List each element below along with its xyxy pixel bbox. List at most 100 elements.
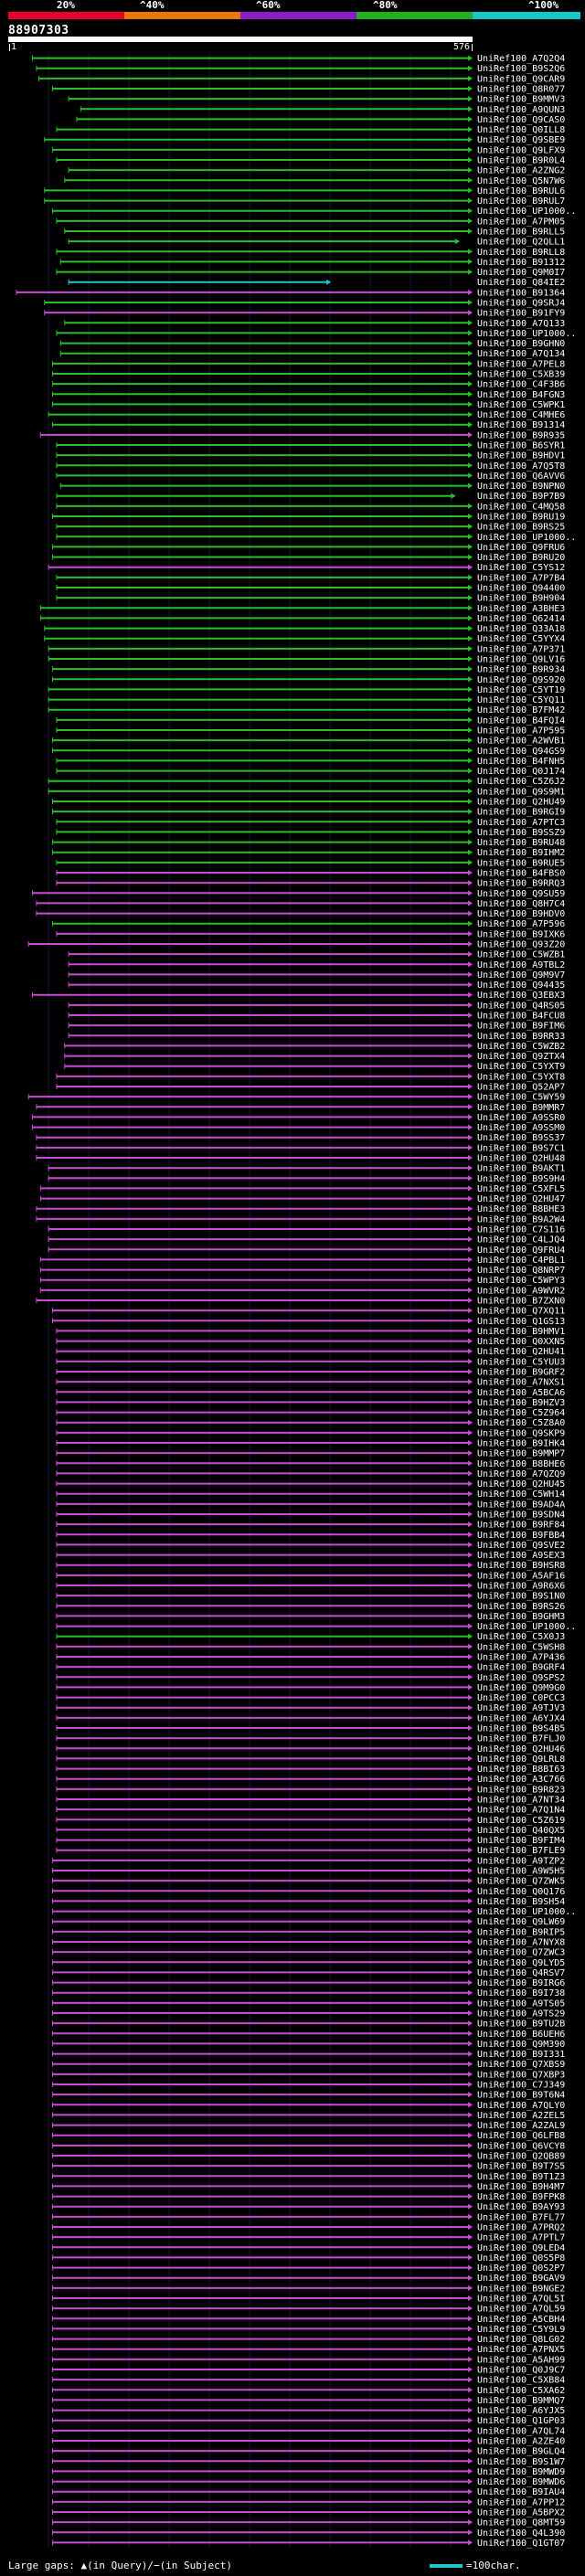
hit-label[interactable]: UniRef100_C5WZB1 <box>477 950 565 960</box>
hit-label[interactable]: UniRef100_B9HZV3 <box>477 1398 565 1408</box>
hit-label[interactable]: UniRef100_Q94GS9 <box>477 747 565 757</box>
hit-label[interactable]: UniRef100_C4MHE6 <box>477 410 565 420</box>
hit-label[interactable]: UniRef100_A5AH99 <box>477 2355 565 2365</box>
hit-label[interactable]: UniRef100_A6YJX4 <box>477 1713 565 1723</box>
hit-label[interactable]: UniRef100_A6YJX5 <box>477 2406 565 2416</box>
hit-label[interactable]: UniRef100_Q2HU41 <box>477 1347 565 1357</box>
hit-label[interactable]: UniRef100_B91364 <box>477 288 565 298</box>
hit-label[interactable]: UniRef100_Q9SKP9 <box>477 1428 565 1438</box>
hit-label[interactable]: UniRef100_Q8LG02 <box>477 2335 565 2345</box>
hit-label[interactable]: UniRef100_B9GHN0 <box>477 339 565 349</box>
hit-label[interactable]: UniRef100_A7PTL7 <box>477 2233 565 2243</box>
hit-label[interactable]: UniRef100_B9HDV1 <box>477 451 565 461</box>
hit-label[interactable]: UniRef100_A7QLY0 <box>477 2101 565 2111</box>
hit-label[interactable]: UniRef100_B9I331 <box>477 2050 565 2060</box>
hit-label[interactable]: UniRef100_B9S4B5 <box>477 1724 565 1734</box>
hit-label[interactable]: UniRef100_Q9FRU4 <box>477 1246 565 1256</box>
hit-label[interactable]: UniRef100_B9MMR7 <box>477 1103 565 1113</box>
hit-label[interactable]: UniRef100_A7Q134 <box>477 349 565 359</box>
hit-label[interactable]: UniRef100_Q9LV16 <box>477 655 565 665</box>
hit-label[interactable]: UniRef100_A7P595 <box>477 726 565 737</box>
hit-label[interactable]: UniRef100_A9R6X6 <box>477 1582 565 1592</box>
hit-label[interactable]: UniRef100_A7PNX5 <box>477 2345 565 2355</box>
hit-label[interactable]: UniRef100_B9FIM4 <box>477 1836 565 1846</box>
hit-label[interactable]: UniRef100_Q9SBE9 <box>477 135 565 145</box>
hit-label[interactable]: UniRef100_Q1GP03 <box>477 2416 565 2426</box>
hit-label[interactable]: UniRef100_A2ZE40 <box>477 2437 565 2447</box>
hit-label[interactable]: UniRef100_B4FQI4 <box>477 716 565 726</box>
hit-label[interactable]: UniRef100_A5CBH4 <box>477 2315 565 2325</box>
hit-label[interactable]: UniRef100_A7Q2Q4 <box>477 54 565 64</box>
hit-label[interactable]: UniRef100_A7P596 <box>477 919 565 929</box>
hit-label[interactable]: UniRef100_Q2HU45 <box>477 1479 565 1489</box>
hit-label[interactable]: UniRef100_C5Z619 <box>477 1816 565 1826</box>
hit-label[interactable]: UniRef100_A9TS05 <box>477 1998 565 2009</box>
hit-label[interactable]: UniRef100_Q0XXN5 <box>477 1337 565 1347</box>
hit-label[interactable]: UniRef100_Q93Z20 <box>477 940 565 950</box>
hit-label[interactable]: UniRef100_B9FBB4 <box>477 1531 565 1541</box>
hit-label[interactable]: UniRef100_Q9S920 <box>477 675 565 685</box>
hit-label[interactable]: UniRef100_Q7XQ11 <box>477 1307 565 1317</box>
hit-label[interactable]: UniRef100_C7S116 <box>477 1225 565 1235</box>
hit-label[interactable]: UniRef100_A2ZNG2 <box>477 166 565 176</box>
hit-label[interactable]: UniRef100_Q33A18 <box>477 624 565 634</box>
hit-label[interactable]: UniRef100_A9TZP2 <box>477 1856 565 1866</box>
hit-label[interactable]: UniRef100_Q0Q176 <box>477 1887 565 1897</box>
hit-label[interactable]: UniRef100_Q2HU46 <box>477 1744 565 1754</box>
hit-label[interactable]: UniRef100_B9NGE2 <box>477 2284 565 2294</box>
hit-label[interactable]: UniRef100_A5AF16 <box>477 1571 565 1581</box>
hit-label[interactable]: UniRef100_C5WPK1 <box>477 400 565 410</box>
hit-label[interactable]: UniRef100_Q4RSV7 <box>477 1968 565 1978</box>
hit-label[interactable]: UniRef100_B9GRF4 <box>477 1663 565 1673</box>
hit-label[interactable]: UniRef100_Q94435 <box>477 981 565 991</box>
hit-label[interactable]: UniRef100_A9TJV3 <box>477 1703 565 1713</box>
hit-label[interactable]: UniRef100_B9RLL8 <box>477 248 565 258</box>
hit-label[interactable]: UniRef100_C5WSH8 <box>477 1642 565 1652</box>
hit-label[interactable]: UniRef100_B9GHM3 <box>477 1612 565 1622</box>
hit-label[interactable]: UniRef100_Q6VCY8 <box>477 2141 565 2151</box>
hit-label[interactable]: UniRef100_A7P371 <box>477 644 565 654</box>
hit-label[interactable]: UniRef100_B9RUE5 <box>477 858 565 868</box>
hit-label[interactable]: UniRef100_A3BHE3 <box>477 604 565 614</box>
hit-label[interactable]: UniRef100_B4FCU8 <box>477 1012 565 1022</box>
hit-label[interactable]: UniRef100_B9MMQ7 <box>477 2396 565 2406</box>
hit-label[interactable]: UniRef100_B9RF84 <box>477 1521 565 1531</box>
hit-label[interactable]: UniRef100_B9RR33 <box>477 1032 565 1042</box>
hit-label[interactable]: UniRef100_Q6LFB8 <box>477 2131 565 2141</box>
hit-label[interactable]: UniRef100_B9RU48 <box>477 838 565 848</box>
hit-label[interactable]: UniRef100_C5WY59 <box>477 1093 565 1103</box>
hit-label[interactable]: UniRef100_Q9M9V7 <box>477 970 565 981</box>
hit-label[interactable]: UniRef100_Q9LRL8 <box>477 1754 565 1765</box>
hit-label[interactable]: UniRef100_C5YQ11 <box>477 695 565 705</box>
hit-label[interactable]: UniRef100_B9R0L4 <box>477 156 565 166</box>
hit-label[interactable]: UniRef100_A9WVR2 <box>477 1286 565 1296</box>
hit-label[interactable]: UniRef100_B9RGI9 <box>477 808 565 818</box>
hit-label[interactable]: UniRef100_A7QL5I <box>477 2295 565 2305</box>
hit-label[interactable]: UniRef100_B9GAV9 <box>477 2274 565 2284</box>
hit-label[interactable]: UniRef100_C4LJQ4 <box>477 1235 565 1246</box>
hit-label[interactable]: UniRef100_Q6AVV6 <box>477 472 565 482</box>
hit-label[interactable]: UniRef100_B9TU2B <box>477 2019 565 2030</box>
hit-label[interactable]: UniRef100_Q0J174 <box>477 767 565 777</box>
hit-label[interactable]: UniRef100_Q7XBS9 <box>477 2060 565 2070</box>
hit-label[interactable]: UniRef100_B91312 <box>477 258 565 268</box>
hit-label[interactable]: UniRef100_Q9M390 <box>477 2040 565 2050</box>
hit-label[interactable]: UniRef100_Q7XBP3 <box>477 2070 565 2080</box>
hit-label[interactable]: UniRef100_B9MMP7 <box>477 1449 565 1459</box>
hit-label[interactable]: UniRef100_A7Q5T8 <box>477 461 565 472</box>
hit-label[interactable]: UniRef100_B9P7B9 <box>477 492 565 502</box>
hit-label[interactable]: UniRef100_A7QL74 <box>477 2426 565 2436</box>
hit-label[interactable]: UniRef100_B9MWD9 <box>477 2467 565 2477</box>
hit-label[interactable]: UniRef100_C5YXT9 <box>477 1062 565 1072</box>
hit-label[interactable]: UniRef100_Q3EBX3 <box>477 991 565 1001</box>
hit-label[interactable]: UniRef100_Q40QX5 <box>477 1826 565 1836</box>
hit-label[interactable]: UniRef100_A5BCA6 <box>477 1388 565 1398</box>
hit-label[interactable]: UniRef100_B8BHE6 <box>477 1459 565 1469</box>
hit-label[interactable]: UniRef100_A9SSM0 <box>477 1123 565 1133</box>
hit-label[interactable]: UniRef100_C5XA62 <box>477 2386 565 2396</box>
hit-label[interactable]: UniRef100_Q2QLL1 <box>477 238 565 248</box>
hit-label[interactable]: UniRef100_C5YS12 <box>477 563 565 573</box>
hit-label[interactable]: UniRef100_B4FNH5 <box>477 757 565 767</box>
hit-label[interactable]: UniRef100_B9A2W4 <box>477 1214 565 1224</box>
hit-label[interactable]: UniRef100_B9RU20 <box>477 553 565 563</box>
